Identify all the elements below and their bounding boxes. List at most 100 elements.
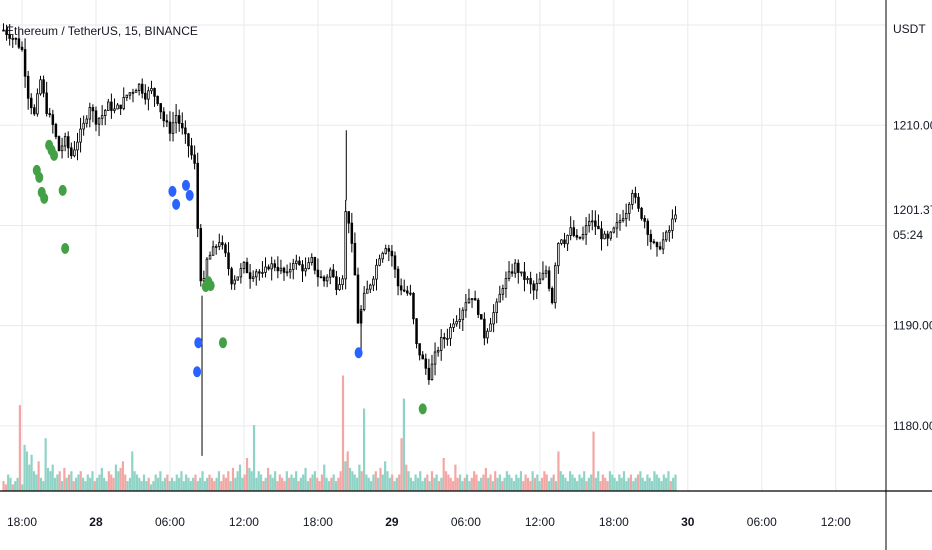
volume-bar	[224, 477, 228, 491]
volume-bar	[576, 481, 579, 491]
candle-body	[495, 301, 498, 314]
candle-body	[11, 37, 15, 40]
volume-bar	[569, 471, 572, 491]
symbol-title[interactable]: Ethereum / TetherUS, 15, BINANCE	[6, 24, 198, 38]
candle-body	[85, 118, 88, 124]
volume-bar	[306, 481, 309, 491]
candle-body	[409, 292, 412, 295]
candle-body	[489, 323, 492, 332]
candle-body	[353, 243, 357, 276]
volume-bar	[351, 471, 354, 491]
volume-bar	[161, 481, 164, 491]
volume-bar	[250, 471, 253, 491]
volume-bar	[428, 481, 431, 491]
candle-body	[310, 257, 314, 264]
volume-bar	[461, 481, 464, 491]
candle-body	[486, 330, 489, 339]
volume-bar	[142, 474, 146, 491]
volume-bar	[547, 481, 551, 491]
candle-body	[335, 276, 338, 290]
candle-body	[196, 162, 199, 229]
volume-bar	[25, 451, 29, 491]
volume-bar	[201, 471, 204, 491]
candle-body	[258, 271, 261, 274]
candle-body	[156, 95, 159, 104]
candle-body	[532, 283, 535, 291]
volume-bar	[65, 477, 68, 491]
volume-bar	[217, 471, 221, 491]
volume-bar	[334, 481, 338, 491]
candle-body	[239, 268, 243, 278]
candle-body	[618, 220, 622, 224]
volume-bar	[597, 471, 600, 491]
candle-body	[20, 46, 24, 51]
blue-signal-dot	[181, 179, 190, 191]
volume-bar	[423, 477, 427, 491]
candle-body	[461, 309, 465, 321]
candle-body	[646, 220, 649, 235]
candle-body	[190, 145, 193, 156]
candle-body	[88, 107, 92, 120]
candle-body	[393, 255, 397, 270]
volume-bar	[4, 484, 7, 491]
blue-signal-dot	[194, 337, 203, 349]
candle-body	[591, 220, 594, 223]
volume-bar	[599, 481, 602, 491]
candle-body	[344, 211, 347, 280]
candle-body	[557, 243, 560, 267]
candle-body	[492, 312, 495, 325]
volume-bar	[278, 474, 281, 491]
candle-body	[338, 284, 341, 290]
volume-bar	[339, 471, 342, 491]
time-tick-label: 28	[89, 515, 103, 529]
volume-bar	[400, 438, 403, 491]
time-tick-label: 29	[385, 515, 399, 529]
volume-bar	[674, 474, 677, 491]
volume-bar	[498, 474, 501, 491]
candle-body	[251, 276, 255, 279]
candle-body	[664, 231, 668, 241]
candle-body	[94, 110, 98, 125]
volume-bar	[358, 464, 361, 491]
volume-bar	[91, 471, 94, 491]
candle-body	[439, 337, 443, 351]
green-signal-dot	[218, 337, 227, 349]
price-tick-label: 1190.00	[893, 319, 932, 333]
volume-bar	[16, 477, 19, 491]
candle-body	[341, 278, 344, 285]
volume-bar	[629, 474, 633, 491]
candle-body	[436, 349, 440, 353]
volume-bar	[241, 477, 244, 491]
candle-body	[162, 111, 166, 122]
candle-body	[97, 117, 101, 125]
candle-body	[612, 227, 616, 233]
volume-bar	[550, 477, 553, 491]
last-price-label: 1201.37	[893, 203, 932, 217]
price-axis[interactable]: 1210.00 1190.00 1180.00	[893, 118, 932, 433]
candle-body	[375, 264, 378, 280]
volume-bar	[30, 454, 33, 491]
green-signal-dot	[61, 243, 70, 255]
candle-body	[29, 97, 33, 109]
candle-body	[54, 124, 58, 137]
candle-body	[110, 101, 113, 111]
time-axis[interactable]: 18:00 28 06:00 12:00 18:00 29 06:00 12:00 18:00 3…	[7, 515, 851, 529]
candle-body	[131, 91, 135, 94]
volume-bar	[264, 477, 267, 491]
volume-bar	[245, 458, 249, 491]
volume-bar	[639, 471, 642, 491]
volume-bar	[96, 477, 99, 491]
candle-body	[480, 314, 483, 320]
volume-bar	[643, 481, 647, 491]
volume-bar	[407, 471, 410, 491]
volume-bar	[112, 477, 115, 491]
volume-bar	[426, 474, 429, 491]
volume-bar	[154, 474, 157, 491]
volume-bar	[135, 474, 139, 491]
volume-bar	[672, 477, 675, 491]
candle-body	[668, 229, 671, 233]
volume-bar	[433, 477, 436, 491]
volume-bar	[236, 471, 239, 491]
volume-bar	[592, 431, 595, 491]
